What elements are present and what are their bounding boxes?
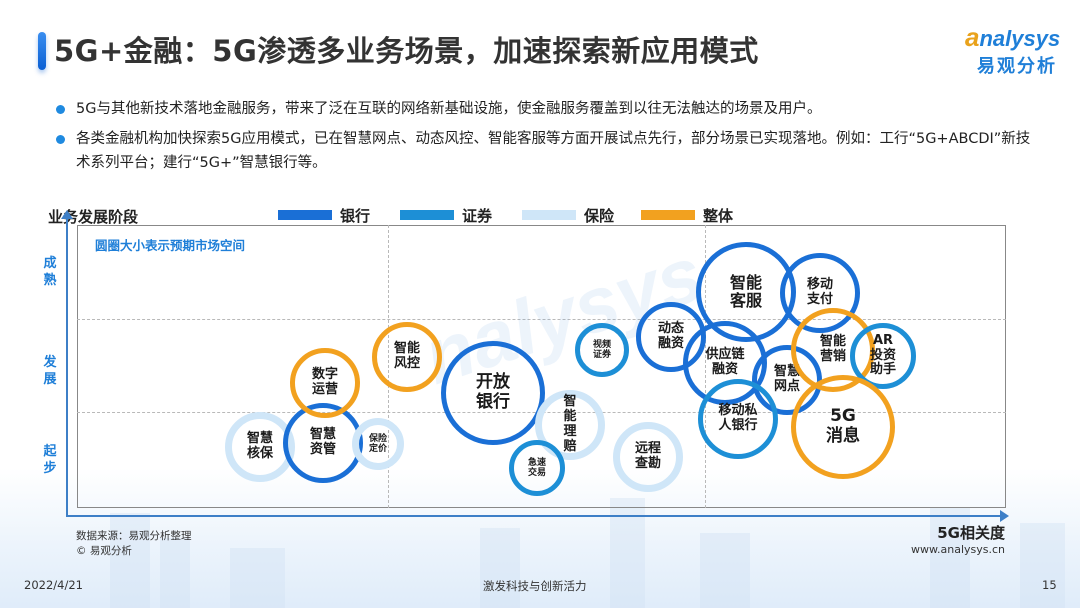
data-source: 数据来源：易观分析整理 © 易观分析 <box>76 529 192 559</box>
bubble-label: 视频 证券 <box>592 339 611 360</box>
bubble-证券: AR 投资 助手 <box>850 323 916 389</box>
bubble-label: 智能 风控 <box>393 341 420 371</box>
bubble-保险: 保险 定价 <box>352 418 404 470</box>
bubble-label: 智 能 理 赔 <box>563 394 577 454</box>
bullet-text: 各类金融机构加快探索5G应用模式，已在智慧网点、动态风控、智能客服等方面开展试点… <box>76 131 1031 171</box>
bubble-label: 开放 银行 <box>476 372 510 412</box>
bubble-证券: 急速 交易 <box>509 440 565 496</box>
legend-swatch-icon <box>400 210 454 220</box>
bullet-item: 各类金融机构加快探索5G应用模式，已在智慧网点、动态风控、智能客服等方面开展试点… <box>54 127 1044 175</box>
legend-label: 银行 <box>340 206 371 225</box>
background-building <box>700 533 750 608</box>
logo-swoosh-a: a <box>965 22 980 52</box>
bubble-证券: 移动私 人银行 <box>698 379 778 459</box>
bubble-size-note: 圆圈大小表示预期市场空间 <box>95 238 246 253</box>
bullet-dot-icon <box>56 135 65 144</box>
background-building <box>930 508 970 608</box>
bubble-label: 动态 融资 <box>657 321 684 351</box>
legend-label: 证券 <box>462 206 493 225</box>
y-axis-tick-label: 成 熟 <box>43 256 57 288</box>
background-building <box>1020 523 1065 608</box>
y-axis-line <box>66 214 68 516</box>
background-building <box>230 548 285 608</box>
legend-item: 证券 <box>400 206 493 225</box>
bubble-label: 数字 运营 <box>311 367 338 397</box>
legend-label: 整体 <box>703 206 734 225</box>
analysys-logo: analysys 易观分析 <box>955 22 1065 78</box>
bubble-整体: 智能 风控 <box>372 322 442 392</box>
bubble-label: 智慧 资管 <box>309 427 336 457</box>
bubble-label: 移动私 人银行 <box>718 403 758 433</box>
background-building <box>110 513 150 608</box>
bullet-list: 5G与其他新技术落地金融服务，带来了泛在互联的网络新基础设施，使金融服务覆盖到以… <box>54 97 1044 181</box>
bullet-dot-icon <box>56 105 65 114</box>
legend-label: 保险 <box>584 206 615 225</box>
bubble-保险: 智 能 理 赔 <box>535 390 605 460</box>
title-accent-bar <box>38 32 46 70</box>
bubble-label: 智慧 网点 <box>773 364 800 394</box>
bullet-text: 5G与其他新技术落地金融服务，带来了泛在互联的网络新基础设施，使金融服务覆盖到以… <box>76 101 822 117</box>
bubble-保险: 远程 查勘 <box>613 422 683 492</box>
bubble-label: 智能 客服 <box>729 272 762 310</box>
bubble-银行: 开放 银行 <box>441 341 545 445</box>
bubble-label: 急速 交易 <box>527 457 546 478</box>
copyright-line: © 易观分析 <box>76 545 132 557</box>
footer-page-number: 15 <box>1042 578 1057 592</box>
legend-swatch-icon <box>522 210 576 220</box>
gridline-horizontal <box>77 319 1006 320</box>
background-building <box>480 528 520 608</box>
y-axis-tick-label: 发 展 <box>43 355 57 387</box>
page-title: 5G+金融：5G渗透多业务场景，加速探索新应用模式 <box>54 34 759 68</box>
legend-item: 保险 <box>522 206 615 225</box>
bubble-label: 供应链 融资 <box>705 347 745 377</box>
legend-swatch-icon <box>641 210 695 220</box>
bubble-证券: 视频 证券 <box>575 323 629 377</box>
source-line: 数据来源：易观分析整理 <box>76 530 192 542</box>
chart-plot-frame <box>77 225 1006 508</box>
bubble-label: 智慧 核保 <box>246 431 273 461</box>
bubble-label: 远程 查勘 <box>634 441 661 471</box>
legend-item: 银行 <box>278 206 371 225</box>
legend-item: 整体 <box>641 206 734 225</box>
background-building <box>160 538 190 608</box>
bubble-整体: 数字 运营 <box>290 348 360 418</box>
bullet-item: 5G与其他新技术落地金融服务，带来了泛在互联的网络新基础设施，使金融服务覆盖到以… <box>54 97 1044 121</box>
logo-wordmark: analysys <box>965 22 1061 52</box>
y-axis-tick-label: 起 步 <box>43 444 57 476</box>
bubble-整体: 5G 消息 <box>791 375 895 479</box>
footer-date: 2022/4/21 <box>24 578 83 592</box>
logo-chinese: 易观分析 <box>977 56 1057 77</box>
bubble-label: AR 投资 助手 <box>869 332 896 378</box>
x-axis-arrow-icon <box>1000 510 1009 522</box>
legend-swatch-icon <box>278 210 332 220</box>
x-axis-line <box>66 515 1004 517</box>
bubble-label: 5G 消息 <box>826 406 860 446</box>
website-url: www.analysys.cn <box>911 543 1005 556</box>
bubble-label: 移动 支付 <box>806 277 833 307</box>
x-axis-title: 5G相关度 <box>937 524 1005 542</box>
y-axis-arrow-icon <box>61 210 73 219</box>
footer-slogan: 激发科技与创新活力 <box>483 579 587 593</box>
bubble-label: 保险 定价 <box>368 433 387 454</box>
bubble-label: 智能 营销 <box>819 334 846 364</box>
